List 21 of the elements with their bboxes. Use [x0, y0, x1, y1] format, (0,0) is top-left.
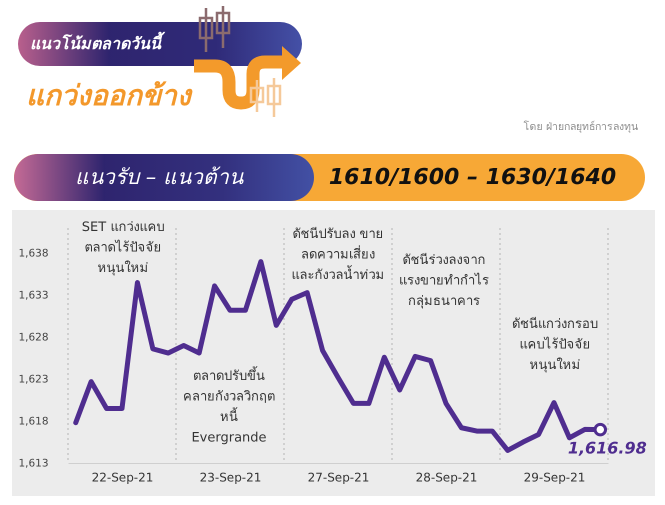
y-tick-label: 1,613 [18, 458, 48, 470]
data-label: 1,616.98 [568, 438, 647, 458]
annotation: SET แกว่งแคบ ตลาดไร้ปัจจัย หนุนใหม่ [82, 220, 164, 276]
y-tick-label: 1,633 [18, 290, 48, 302]
y-tick-label: 1,623 [18, 374, 48, 386]
y-tick-label: 1,618 [18, 416, 48, 428]
annotation: ดัชนีร่วงลงจาก แรงขายทำกำไร กลุ่มธนาคาร [399, 252, 489, 309]
x-tick-label: 29-Sep-21 [524, 470, 586, 484]
text: แนวรับ – แนวต้าน [74, 164, 244, 191]
x-tick-label: 28-Sep-21 [416, 470, 478, 484]
text: 1610/1600 – 1630/1640 [328, 164, 618, 192]
annotation: ดัชนีแกว่งกรอบ แคบไร้ปัจจัย หนุนใหม่ [512, 316, 598, 373]
y-tick-label: 1,628 [18, 332, 48, 344]
x-tick-label: 23-Sep-21 [200, 470, 262, 484]
annotation: ดัชนีปรับลง ขาย ลดความเสี่ยง และกังวลน้ำท่วม [292, 226, 384, 283]
x-tick-label: 27-Sep-21 [308, 470, 370, 484]
annotation: ตลาดปรับขึ้น คลายกังวลวิกฤต หนี้ Evergrande [183, 366, 275, 446]
x-tick-label: 22-Sep-21 [92, 470, 154, 484]
y-tick-label: 1,638 [18, 248, 48, 260]
text: โดย ฝ่ายกลยุทธ์การลงทุน [522, 120, 638, 135]
chart-subtitle: แกว่งออกข้าง [26, 78, 191, 114]
